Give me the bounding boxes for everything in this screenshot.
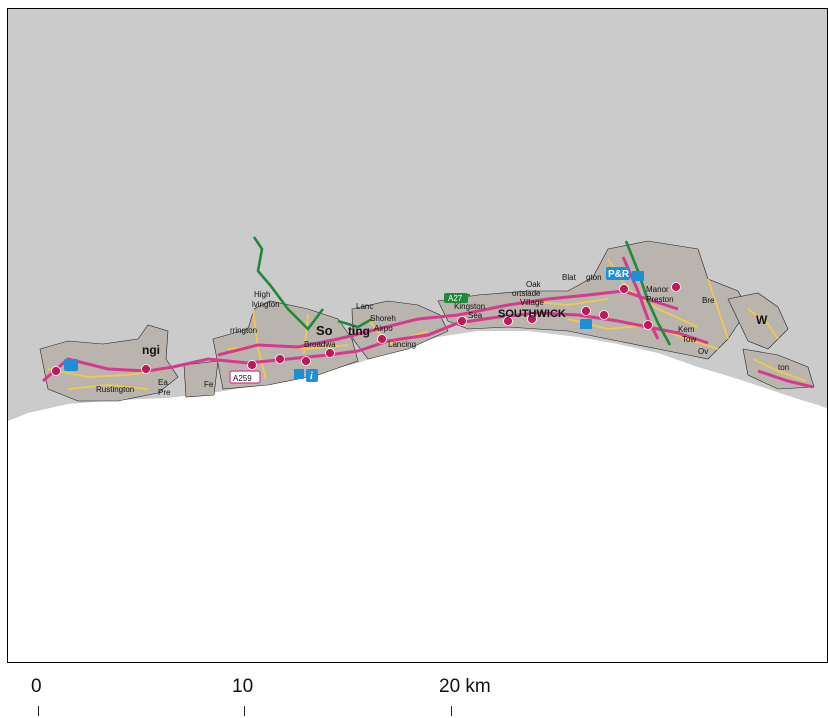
- info-label: i: [310, 371, 313, 382]
- scale-tick-10: [244, 706, 245, 716]
- place-label: ortslade: [512, 289, 541, 298]
- place-label: ngi: [142, 343, 160, 357]
- road-shield-a27: A27: [444, 293, 468, 303]
- station-icon: [599, 310, 609, 320]
- road-y11: [752, 358, 807, 382]
- place-label: lvington: [252, 300, 280, 309]
- scale-tick-0: [38, 706, 39, 716]
- place-label: ton: [778, 363, 789, 372]
- coastline-map[interactable]: A259 A27 P&R i Rustington ngi Ea Pre Fe: [8, 9, 828, 663]
- urban-rustington: [39, 324, 179, 402]
- place-label: Ea: [158, 378, 168, 387]
- station-icon: [503, 316, 513, 326]
- place-label: Bre: [702, 296, 715, 305]
- place-label: ting: [348, 324, 370, 338]
- park-and-ride-label: P&R: [608, 269, 630, 280]
- station-icon: [643, 320, 653, 330]
- map-frame[interactable]: A259 A27 P&R i Rustington ngi Ea Pre Fe: [7, 8, 828, 663]
- place-label: Kingston: [454, 302, 485, 311]
- info-icon: i: [306, 369, 318, 382]
- place-label: Broadwa: [304, 340, 336, 349]
- scale-bar: 0 10 20 km: [0, 670, 828, 718]
- road-shield-a259: A259: [229, 370, 261, 384]
- place-label: Preston: [646, 295, 674, 304]
- urban-brighton-east: [727, 292, 789, 350]
- road-y6: [367, 318, 429, 346]
- place-label: gton: [586, 273, 602, 282]
- station-icon: [377, 334, 387, 344]
- green-route-lancing: [337, 317, 373, 329]
- place-label: Lancing: [388, 340, 416, 349]
- station-icon: [671, 282, 681, 292]
- place-label: Fe: [204, 380, 214, 389]
- place-label: Airpo: [374, 324, 393, 333]
- road-label-a259: A259: [233, 374, 252, 383]
- station-icon: [51, 366, 61, 376]
- station-icon: [141, 364, 151, 374]
- road-a259: [42, 311, 709, 383]
- place-label: SOUTHWICK: [498, 308, 566, 320]
- place-label: Blat: [562, 273, 577, 282]
- green-route-worthing: [252, 236, 325, 331]
- scale-tick-20: [451, 706, 452, 716]
- road-y5: [303, 313, 309, 355]
- place-label: Village: [520, 298, 544, 307]
- scale-label-10: 10: [232, 676, 254, 697]
- place-label: Lanc: [356, 302, 373, 311]
- station-icon: [325, 348, 335, 358]
- station-icon: [457, 316, 467, 326]
- station-icon: [581, 306, 591, 316]
- place-label: rrington: [230, 326, 257, 335]
- stations: [51, 282, 681, 376]
- place-label: Tow: [682, 335, 696, 344]
- place-label: Kem: [678, 325, 695, 334]
- place-label: Shoreh: [370, 314, 396, 323]
- blue-square-icon: [294, 369, 304, 379]
- station-icon: [527, 314, 537, 324]
- scale-label-0: 0: [31, 676, 42, 697]
- place-label: Manor: [646, 285, 669, 294]
- station-icon: [619, 284, 629, 294]
- place-label: So: [316, 323, 333, 338]
- station-icon: [247, 360, 257, 370]
- road-label-a27: A27: [448, 294, 463, 303]
- place-label: High: [254, 290, 270, 299]
- misc-blue-icons: [64, 271, 644, 379]
- park-and-ride-icon: P&R: [606, 267, 630, 280]
- road-y2: [67, 384, 149, 390]
- road-coast-east: [757, 369, 814, 389]
- road-y10: [707, 278, 729, 340]
- station-icon: [301, 356, 311, 366]
- place-label: Pre: [158, 388, 171, 397]
- land-area: [8, 331, 827, 662]
- blue-square-icon: [64, 359, 78, 371]
- blue-square-icon: [580, 319, 592, 329]
- blue-square-icon: [632, 271, 644, 281]
- urban-ferring: [183, 360, 219, 398]
- road-y4: [252, 308, 267, 380]
- station-icon: [275, 354, 285, 364]
- scale-label-20: 20 km: [439, 676, 491, 697]
- place-label: W: [756, 313, 768, 327]
- road-n-brighton: [621, 256, 660, 340]
- place-label: Oak: [526, 280, 542, 289]
- urban-saltdean: [742, 348, 815, 390]
- green-route-brighton: [624, 240, 672, 346]
- road-y12: [747, 308, 779, 340]
- place-label: Sea: [468, 311, 483, 320]
- place-label: Ov: [698, 347, 708, 356]
- place-labels: Rustington ngi Ea Pre Fe High lvington r…: [96, 273, 789, 397]
- place-label: Rustington: [96, 385, 134, 394]
